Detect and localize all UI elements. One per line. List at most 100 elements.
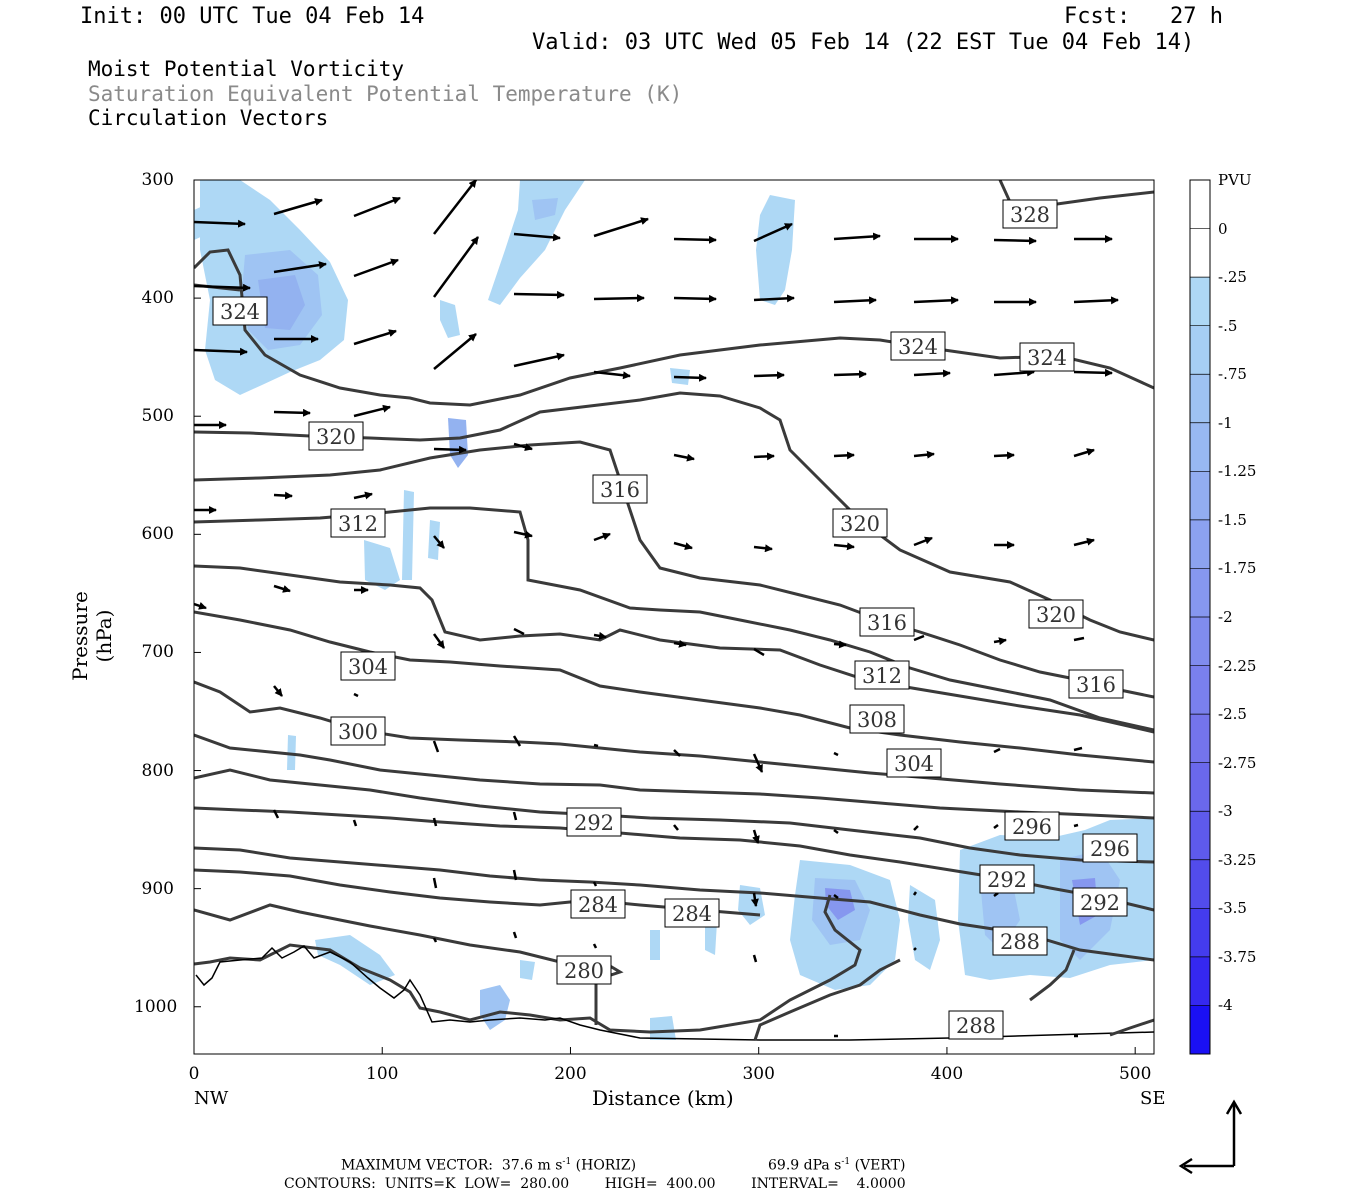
vector-arrow xyxy=(592,881,598,887)
y-tick-label: 300 xyxy=(141,170,174,190)
contour-label: 292 xyxy=(1072,887,1128,917)
vector-arrow xyxy=(1073,368,1113,377)
colorbar-label: -1.25 xyxy=(1218,462,1257,481)
svg-text:308: 308 xyxy=(857,708,897,732)
colorbar-band xyxy=(1190,180,1210,230)
vector-arrow xyxy=(433,180,477,235)
vector-arrow xyxy=(913,369,951,378)
contour-label: 280 xyxy=(556,955,612,985)
colorbar-band xyxy=(1190,568,1210,618)
svg-text:328: 328 xyxy=(1010,203,1050,227)
vector-arrow xyxy=(913,947,917,951)
pv-area xyxy=(908,885,940,970)
colorbar-label: -3 xyxy=(1218,802,1233,821)
svg-text:312: 312 xyxy=(338,512,378,536)
vector-arrow xyxy=(752,753,764,773)
max-vector-line: MAXIMUM VECTOR: 37.6 m s-1 (HORIZ) xyxy=(341,1157,637,1174)
colorbar-label: -3.5 xyxy=(1218,899,1247,918)
vector-arrow xyxy=(993,824,999,829)
contour-label: 324 xyxy=(890,331,946,361)
vector-arrow xyxy=(512,811,518,821)
vector-arrow xyxy=(993,368,1035,377)
colorbar-band xyxy=(1190,859,1210,909)
pv-area xyxy=(488,180,585,305)
vector-arrow xyxy=(592,943,598,949)
pv-area xyxy=(480,985,510,1030)
plot-frame xyxy=(193,179,1155,1055)
svg-text:292: 292 xyxy=(574,811,614,835)
colorbar-label: -1.5 xyxy=(1218,510,1247,529)
colorbar-band xyxy=(1190,422,1210,472)
contour-line xyxy=(194,733,1154,820)
vector-arrow xyxy=(273,198,323,216)
colorbar-label: -.25 xyxy=(1218,268,1247,287)
vector-arrow xyxy=(993,747,1001,754)
colorbar-units: PVU xyxy=(1218,171,1252,189)
y-tick-label: 700 xyxy=(141,642,174,663)
y-tick-label: 900 xyxy=(141,878,174,899)
x-tick-label: 400 xyxy=(930,1064,964,1084)
vector-arrow xyxy=(1073,636,1085,642)
vector-arrow xyxy=(913,450,935,459)
colorbar-label: -2.25 xyxy=(1218,656,1257,675)
vector-arrow xyxy=(593,294,645,303)
colorbar-label: -2.5 xyxy=(1218,705,1247,724)
pv-area xyxy=(402,490,414,580)
vector-arrow xyxy=(833,370,867,379)
svg-text:320: 320 xyxy=(1036,603,1076,627)
pv-area xyxy=(756,195,795,305)
vector-arrow xyxy=(1073,823,1079,828)
contour-line xyxy=(194,391,1154,642)
vector-arrow xyxy=(993,236,1037,245)
colorbar-band xyxy=(1190,762,1210,812)
contour-label: 316 xyxy=(859,607,915,637)
contour-line xyxy=(195,945,1154,1041)
vector-arrow xyxy=(913,536,933,547)
vector-arrow xyxy=(353,196,401,218)
pv-area xyxy=(448,418,468,468)
vector-arrow xyxy=(673,453,695,462)
colorbar-band xyxy=(1190,277,1210,327)
vector-arrow xyxy=(833,451,855,460)
contour-line xyxy=(194,610,1154,764)
svg-text:316: 316 xyxy=(1076,673,1116,697)
vector-arrow xyxy=(273,491,293,500)
vector-arrow xyxy=(833,640,847,649)
vector-arrow xyxy=(833,829,839,834)
colorbar-label: -3.25 xyxy=(1218,850,1257,869)
colorbar-band xyxy=(1190,471,1210,521)
svg-text:320: 320 xyxy=(316,425,356,449)
colorbar-band xyxy=(1190,714,1210,764)
pv-area xyxy=(440,300,460,338)
svg-text:304: 304 xyxy=(894,752,934,776)
contour-line xyxy=(1029,949,1076,1002)
pv-area xyxy=(825,888,855,920)
contour-line xyxy=(194,440,1154,699)
pv-area xyxy=(428,520,440,560)
contour-label: 324 xyxy=(1019,342,1075,372)
contour-label: 284 xyxy=(664,898,720,928)
contour-label: 316 xyxy=(592,474,648,504)
colorbar-label: -4 xyxy=(1218,996,1233,1015)
vector-arrow xyxy=(833,751,839,757)
vector-arrow xyxy=(912,891,918,896)
contour-label: 288 xyxy=(948,1010,1004,1040)
vector-arrow xyxy=(753,294,795,303)
y-tick-label: 1000 xyxy=(134,996,178,1017)
vector-arrow xyxy=(993,637,1007,646)
svg-text:288: 288 xyxy=(956,1014,996,1038)
vector-arrow xyxy=(273,584,291,593)
legend-theta: Saturation Equivalent Potential Temperat… xyxy=(88,82,683,106)
svg-text:304: 304 xyxy=(348,655,388,679)
vector-arrow xyxy=(833,296,877,305)
x-axis-title: Distance (km) xyxy=(592,1086,734,1110)
svg-text:316: 316 xyxy=(600,478,640,502)
colorbar-label: -.75 xyxy=(1218,365,1247,384)
colorbar-label: -.5 xyxy=(1218,316,1238,335)
vector-arrow xyxy=(1073,537,1095,547)
vector-arrow xyxy=(432,740,440,753)
contour-line xyxy=(753,958,901,1041)
vector-arrow xyxy=(753,647,765,657)
vector-arrow xyxy=(432,937,438,943)
vector-arrow xyxy=(833,542,855,551)
